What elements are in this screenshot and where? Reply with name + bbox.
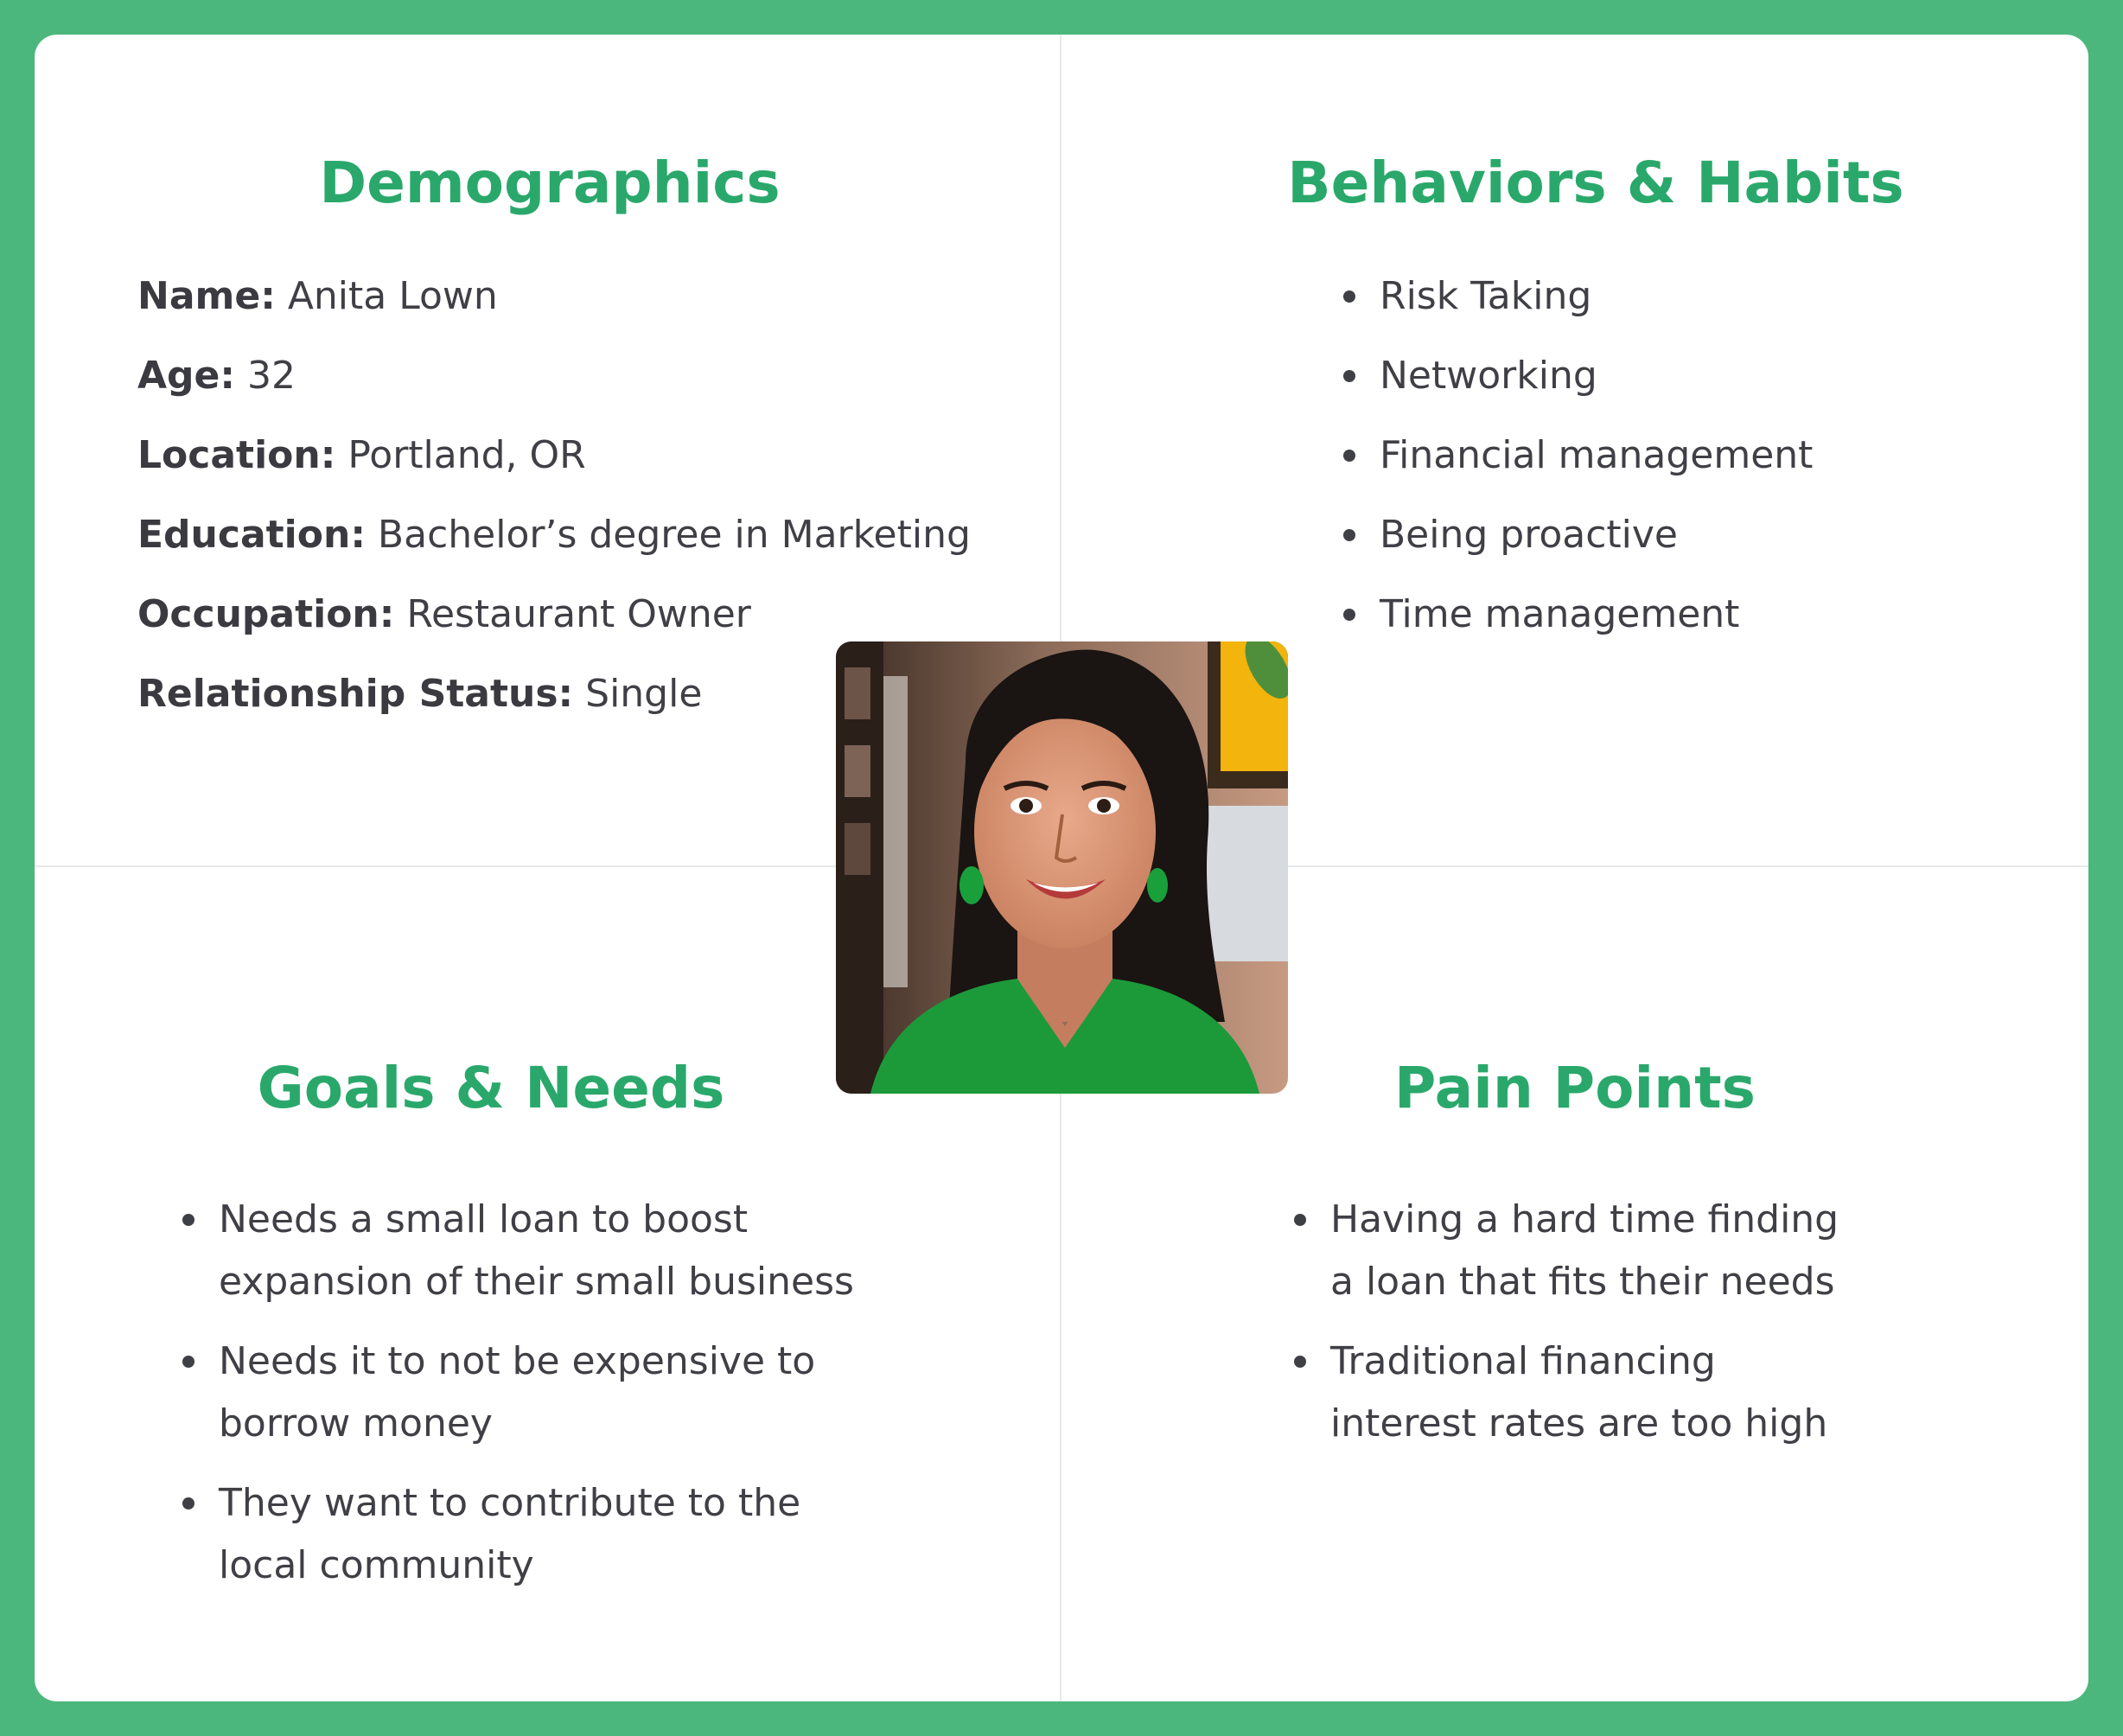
demographics-education: Education: Bachelor’s degree in Marketin… bbox=[137, 513, 971, 557]
goals-heading: Goals & Needs bbox=[257, 1055, 725, 1121]
list-item: Having a hard time finding a loan that fi… bbox=[1289, 1189, 1839, 1313]
list-item: Being proactive bbox=[1338, 495, 1813, 575]
list-item: Financial management bbox=[1338, 416, 1813, 495]
list-item: Risk Taking bbox=[1338, 257, 1813, 336]
list-item: Traditional financing interest rates are … bbox=[1289, 1331, 1839, 1455]
demographics-list: Name: Anita Lown Age: 32 Location: Portl… bbox=[137, 257, 971, 734]
demographics-heading: Demographics bbox=[319, 150, 781, 216]
persona-photo bbox=[836, 641, 1288, 1094]
persona-card: Demographics Name: Anita Lown Age: 32 Lo… bbox=[35, 35, 2088, 1701]
goals-list: Needs a small loan to boost expansion of … bbox=[177, 1189, 854, 1614]
behaviors-list: Risk Taking Networking Financial managem… bbox=[1338, 257, 1813, 654]
list-item: Time management bbox=[1338, 575, 1813, 654]
list-item: Needs it to not be expensive to borrow mo… bbox=[177, 1331, 854, 1455]
list-item: Networking bbox=[1338, 336, 1813, 416]
list-item: Needs a small loan to boost expansion of … bbox=[177, 1189, 854, 1313]
demographics-relationship-status: Relationship Status: Single bbox=[137, 672, 703, 716]
pain-points-heading: Pain Points bbox=[1394, 1055, 1756, 1121]
demographics-occupation: Occupation: Restaurant Owner bbox=[137, 592, 751, 636]
demographics-location: Location: Portland, OR bbox=[137, 433, 586, 477]
demographics-age: Age: 32 bbox=[137, 354, 296, 398]
pain-points-list: Having a hard time finding a loan that fi… bbox=[1289, 1189, 1839, 1472]
portrait-illustration bbox=[836, 641, 1288, 1094]
list-item: They want to contribute to the local comm… bbox=[177, 1472, 854, 1597]
behaviors-heading: Behaviors & Habits bbox=[1287, 150, 1904, 216]
demographics-name: Name: Anita Lown bbox=[137, 274, 498, 318]
